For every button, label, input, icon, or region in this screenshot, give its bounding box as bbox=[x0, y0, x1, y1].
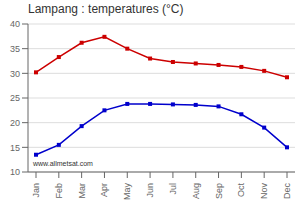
svg-text:Oct: Oct bbox=[236, 183, 246, 198]
html-text:Lampang : temperatures (°C): Lampang : temperatures (°C) bbox=[28, 2, 184, 16]
svg-text:May: May bbox=[122, 183, 132, 200]
html-text:www.allmetsat.com: www.allmetsat.com bbox=[33, 160, 93, 167]
svg-text:Nov: Nov bbox=[259, 183, 269, 200]
svg-text:25: 25 bbox=[10, 93, 20, 103]
svg-text:Mar: Mar bbox=[77, 183, 87, 199]
svg-text:Feb: Feb bbox=[54, 183, 64, 199]
svg-text:Apr: Apr bbox=[99, 183, 109, 197]
svg-text:Jan: Jan bbox=[31, 183, 41, 198]
svg-text:Dec: Dec bbox=[282, 183, 292, 200]
svg-text:35: 35 bbox=[10, 44, 20, 54]
svg-text:Jun: Jun bbox=[145, 183, 155, 198]
svg-text:Aug: Aug bbox=[191, 183, 201, 199]
svg-text:40: 40 bbox=[10, 19, 20, 29]
svg-text:15: 15 bbox=[10, 143, 20, 153]
svg-text:10: 10 bbox=[10, 167, 20, 177]
svg-text:30: 30 bbox=[10, 69, 20, 79]
svg-text:20: 20 bbox=[10, 118, 20, 128]
svg-text:Sep: Sep bbox=[214, 183, 224, 199]
svg-text:Jul: Jul bbox=[168, 183, 178, 195]
